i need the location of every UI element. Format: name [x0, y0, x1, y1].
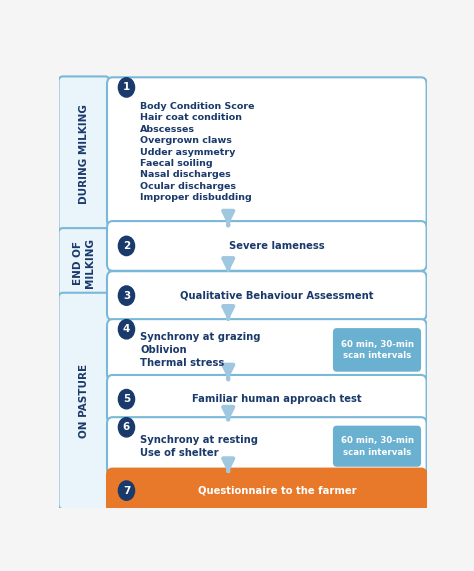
Text: Body Condition Score
Hair coat condition
Abscesses
Overgrown claws
Udder asymmet: Body Condition Score Hair coat condition…: [140, 102, 255, 202]
Text: 5: 5: [123, 394, 130, 404]
FancyBboxPatch shape: [58, 228, 109, 298]
FancyBboxPatch shape: [107, 469, 427, 513]
Text: DURING MILKING: DURING MILKING: [79, 104, 89, 204]
Text: Familiar human approach test: Familiar human approach test: [192, 394, 362, 404]
FancyBboxPatch shape: [58, 77, 109, 232]
Text: 1: 1: [123, 82, 130, 93]
Text: END OF
MILKING: END OF MILKING: [73, 238, 95, 288]
Circle shape: [118, 78, 135, 97]
Text: 6: 6: [123, 423, 130, 432]
Text: 60 min, 30-min
scan intervals: 60 min, 30-min scan intervals: [340, 436, 413, 457]
Circle shape: [118, 389, 135, 409]
Text: 60 min, 30-min
scan intervals: 60 min, 30-min scan intervals: [340, 340, 413, 360]
FancyBboxPatch shape: [107, 221, 427, 271]
Circle shape: [118, 236, 135, 256]
Text: Synchrony at grazing
Oblivion
Thermal stress: Synchrony at grazing Oblivion Thermal st…: [140, 332, 261, 368]
FancyBboxPatch shape: [107, 375, 427, 423]
Text: 4: 4: [123, 324, 130, 334]
FancyBboxPatch shape: [107, 271, 427, 320]
Text: 3: 3: [123, 291, 130, 300]
Text: Qualitative Behaviour Assessment: Qualitative Behaviour Assessment: [180, 291, 374, 300]
FancyBboxPatch shape: [107, 417, 427, 475]
Text: Synchrony at resting
Use of shelter: Synchrony at resting Use of shelter: [140, 435, 258, 457]
Circle shape: [118, 286, 135, 305]
FancyBboxPatch shape: [58, 293, 109, 509]
Circle shape: [118, 481, 135, 500]
Circle shape: [118, 320, 135, 339]
Text: ON PASTURE: ON PASTURE: [79, 364, 89, 438]
Text: Questionnaire to the farmer: Questionnaire to the farmer: [198, 485, 356, 496]
FancyBboxPatch shape: [107, 319, 427, 381]
FancyBboxPatch shape: [333, 425, 421, 467]
Text: 7: 7: [123, 485, 130, 496]
FancyBboxPatch shape: [333, 328, 421, 372]
Circle shape: [118, 417, 135, 437]
Text: Severe lameness: Severe lameness: [229, 241, 325, 251]
FancyBboxPatch shape: [107, 77, 427, 227]
Text: 2: 2: [123, 241, 130, 251]
